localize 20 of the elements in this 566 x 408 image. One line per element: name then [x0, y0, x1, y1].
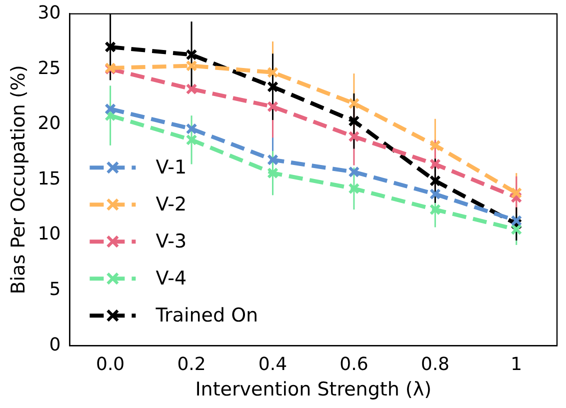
- legend-label: Trained On: [154, 304, 258, 327]
- legend-label: V-4: [156, 268, 187, 290]
- y-axis-title: Bias Per Occupation (%): [7, 65, 30, 294]
- y-tick-label: 30: [38, 2, 61, 24]
- x-axis-title: Intervention Strength (λ): [195, 378, 432, 401]
- y-tick-label: 5: [49, 278, 61, 300]
- y-tick-label: 0: [49, 334, 61, 356]
- x-tick-label: 0.6: [340, 354, 368, 376]
- legend-label: V-2: [156, 194, 187, 216]
- y-tick-label: 15: [38, 168, 61, 190]
- legend-label: V-3: [156, 230, 187, 253]
- y-tick-label: 10: [38, 224, 61, 245]
- x-tick-label: 0.0: [96, 354, 125, 376]
- legend-label: V-1: [156, 156, 187, 179]
- y-tick-label: 25: [38, 58, 61, 79]
- x-tick-label: 0.4: [258, 354, 288, 376]
- x-tick-label: 1: [510, 354, 522, 376]
- x-tick-label: 0.8: [420, 354, 450, 376]
- x-tick-label: 0.2: [177, 354, 206, 376]
- y-tick-label: 20: [38, 113, 61, 134]
